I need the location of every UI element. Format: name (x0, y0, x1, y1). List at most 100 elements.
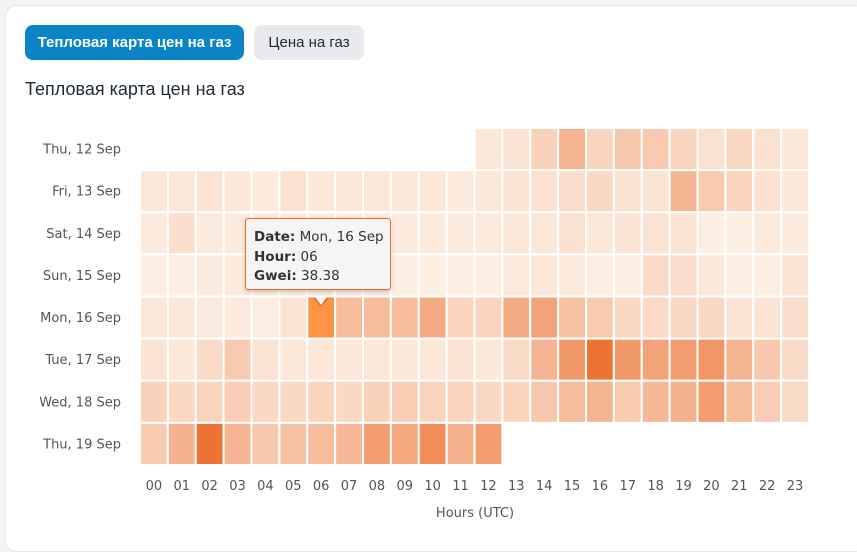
heatmap-cell[interactable] (557, 127, 587, 172)
heatmap-cell[interactable] (612, 169, 643, 214)
heatmap-cell[interactable] (668, 169, 699, 214)
heatmap-cell[interactable] (194, 421, 225, 466)
heatmap-cell[interactable] (417, 337, 448, 382)
heatmap-cell[interactable] (557, 211, 587, 256)
heatmap-cell[interactable] (389, 295, 420, 340)
heatmap-cell[interactable] (752, 169, 783, 214)
heatmap-cell[interactable] (417, 211, 448, 256)
heatmap-cell[interactable] (501, 295, 532, 340)
heatmap-cell[interactable] (417, 169, 448, 214)
heatmap-cell[interactable] (362, 337, 392, 382)
heatmap-cell[interactable] (752, 211, 783, 256)
heatmap-cell[interactable] (668, 253, 699, 298)
heatmap-cell[interactable] (724, 379, 755, 424)
heatmap-cell[interactable] (612, 127, 643, 172)
heatmap-cell[interactable] (640, 337, 671, 382)
heatmap-cell[interactable] (696, 337, 727, 382)
heatmap-cell[interactable] (585, 379, 615, 424)
heatmap-cell[interactable] (473, 211, 504, 256)
heatmap-cell[interactable] (389, 253, 420, 298)
heatmap-cell[interactable] (780, 127, 810, 172)
heatmap-cell[interactable] (501, 169, 532, 214)
heatmap-cell[interactable] (139, 421, 169, 466)
heatmap-cell[interactable] (557, 337, 587, 382)
heatmap-cell[interactable] (362, 379, 392, 424)
heatmap-cell[interactable] (557, 253, 587, 298)
heatmap-cell[interactable] (529, 337, 560, 382)
heatmap-cell[interactable] (334, 169, 364, 214)
heatmap-cell[interactable] (529, 127, 560, 172)
heatmap-cell[interactable] (501, 253, 532, 298)
heatmap-cell[interactable] (139, 169, 169, 214)
heatmap-cell[interactable] (139, 253, 169, 298)
heatmap-cell[interactable] (445, 169, 476, 214)
heatmap-cell[interactable] (640, 253, 671, 298)
heatmap-cell[interactable] (222, 337, 253, 382)
heatmap-cell[interactable] (780, 295, 810, 340)
heatmap-cell[interactable] (389, 421, 420, 466)
heatmap-cell[interactable] (696, 211, 727, 256)
heatmap-cell[interactable] (473, 169, 504, 214)
heatmap-cell[interactable] (139, 379, 169, 424)
heatmap-cell[interactable] (501, 337, 532, 382)
heatmap-cell[interactable] (445, 295, 476, 340)
heatmap-cell[interactable] (250, 421, 281, 466)
heatmap-cell[interactable] (139, 211, 169, 256)
heatmap-cell[interactable] (640, 211, 671, 256)
heatmap-cell[interactable] (278, 337, 309, 382)
heatmap-cell[interactable] (389, 169, 420, 214)
tab-gas-price[interactable]: Цена на газ (254, 25, 364, 60)
heatmap-cell[interactable] (166, 421, 197, 466)
heatmap-cell[interactable] (473, 421, 504, 466)
heatmap-cell[interactable] (585, 169, 615, 214)
heatmap-cell[interactable] (194, 253, 225, 298)
heatmap-cell[interactable] (250, 379, 281, 424)
heatmap-cell[interactable] (557, 379, 587, 424)
heatmap-cell[interactable] (306, 421, 337, 466)
heatmap-cell[interactable] (222, 169, 253, 214)
heatmap-cell[interactable] (752, 253, 783, 298)
heatmap-cell[interactable] (473, 379, 504, 424)
heatmap-cell[interactable] (306, 169, 337, 214)
heatmap-cell[interactable] (668, 337, 699, 382)
heatmap-cell[interactable] (780, 379, 810, 424)
heatmap-cell[interactable] (752, 295, 783, 340)
heatmap-cell[interactable] (194, 379, 225, 424)
heatmap-cell[interactable] (501, 379, 532, 424)
heatmap-cell[interactable] (780, 211, 810, 256)
heatmap-cell[interactable] (529, 253, 560, 298)
heatmap-cell[interactable] (334, 421, 364, 466)
heatmap-cell[interactable] (668, 127, 699, 172)
heatmap-cell[interactable] (334, 337, 364, 382)
heatmap-cell[interactable] (194, 337, 225, 382)
heatmap-cell[interactable] (278, 421, 309, 466)
heatmap-cell[interactable] (389, 379, 420, 424)
heatmap-cell[interactable] (445, 421, 476, 466)
heatmap-cell[interactable] (696, 169, 727, 214)
heatmap-cell[interactable] (166, 169, 197, 214)
heatmap-cell[interactable] (417, 379, 448, 424)
heatmap-cell[interactable] (585, 253, 615, 298)
heatmap-cell[interactable] (445, 211, 476, 256)
heatmap-cell[interactable] (780, 253, 810, 298)
heatmap-cell[interactable] (166, 337, 197, 382)
heatmap-cell[interactable] (640, 295, 671, 340)
heatmap-cell[interactable] (278, 379, 309, 424)
heatmap-cell[interactable] (668, 295, 699, 340)
heatmap-cell[interactable] (334, 379, 364, 424)
heatmap-cell[interactable] (194, 295, 225, 340)
heatmap-cell[interactable] (529, 211, 560, 256)
heatmap-cell[interactable] (696, 127, 727, 172)
heatmap-cell[interactable] (612, 379, 643, 424)
heatmap-cell[interactable] (389, 337, 420, 382)
heatmap-cell[interactable] (306, 379, 337, 424)
heatmap-cell[interactable] (222, 379, 253, 424)
heatmap-cell[interactable] (724, 337, 755, 382)
heatmap-cell[interactable] (445, 253, 476, 298)
heatmap-cell[interactable] (557, 295, 587, 340)
heatmap-cell[interactable] (166, 253, 197, 298)
heatmap-cell[interactable] (501, 127, 532, 172)
heatmap-cell[interactable] (612, 295, 643, 340)
heatmap-cell[interactable] (640, 379, 671, 424)
heatmap-cell[interactable] (612, 337, 643, 382)
